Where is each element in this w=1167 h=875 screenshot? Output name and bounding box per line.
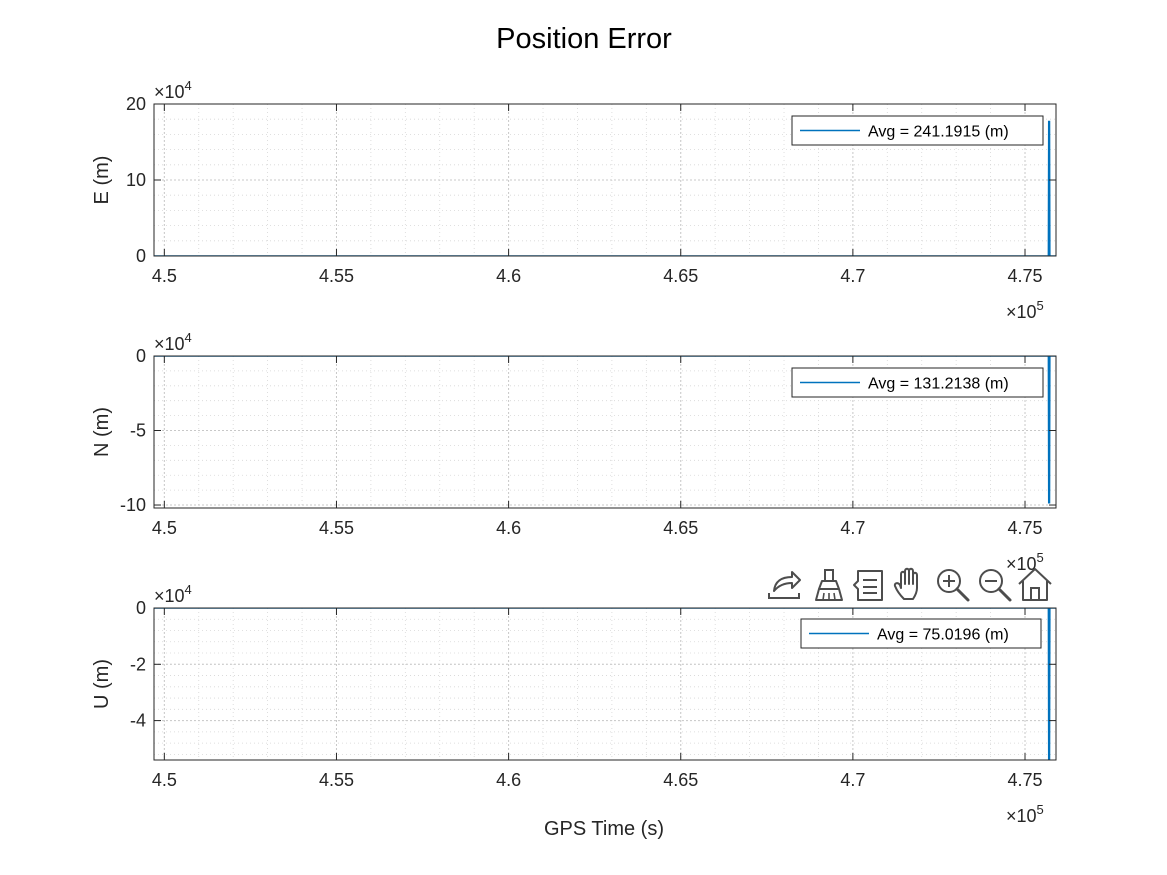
x-tick-label: 4.5 — [152, 266, 177, 286]
home-icon[interactable] — [1017, 566, 1055, 604]
x-tick-label: 4.75 — [1007, 770, 1042, 790]
y-tick-label: -4 — [130, 711, 146, 731]
legend-label: Avg = 241.1915 (m) — [868, 124, 1009, 141]
y-exponent-power: 4 — [185, 582, 192, 597]
x-tick-label: 4.7 — [840, 770, 865, 790]
x-tick-label: 4.5 — [152, 770, 177, 790]
x-tick-label: 4.65 — [663, 266, 698, 286]
legend[interactable]: Avg = 241.1915 (m) — [791, 115, 1044, 146]
pan-icon[interactable] — [892, 566, 930, 604]
x-exponent-power: 5 — [1037, 298, 1044, 313]
y-axis-label: N (m) — [91, 407, 113, 457]
data-line-series-1[interactable] — [154, 120, 1056, 256]
axes-toolbar — [766, 566, 1055, 604]
x-tick-label: 4.6 — [496, 770, 521, 790]
axes-box — [153, 355, 1057, 509]
legend[interactable]: Avg = 75.0196 (m) — [800, 618, 1042, 649]
x-tick-label: 4.7 — [840, 266, 865, 286]
x-tick-label: 4.75 — [1007, 518, 1042, 538]
subplot-1: 4.5 4.55 4.6 4.65 4.7 4.75 0 10 20 E (m) ×104 ×105 A… — [91, 78, 1057, 322]
legend-label: Avg = 131.2138 (m) — [868, 376, 1009, 393]
x-tick-label: 4.7 — [840, 518, 865, 538]
y-tick-label: 0 — [136, 246, 146, 266]
y-axis-label: U (m) — [91, 659, 113, 709]
y-tick-label: 20 — [126, 94, 146, 114]
data-tips-icon[interactable] — [852, 567, 888, 603]
x-tick-label: 4.75 — [1007, 266, 1042, 286]
y-exponent-label: ×104 — [154, 582, 192, 606]
y-exponent-power: 4 — [185, 78, 192, 93]
y-axis-label: E (m) — [91, 156, 113, 205]
legend[interactable]: Avg = 131.2138 (m) — [791, 367, 1044, 398]
x-exponent-power: 5 — [1037, 550, 1044, 565]
export-icon[interactable] — [766, 567, 802, 603]
x-tick-label: 4.65 — [663, 770, 698, 790]
y-exponent-power: 4 — [185, 330, 192, 345]
zoom-in-icon[interactable] — [934, 566, 972, 604]
x-exponent-label: ×105 — [1006, 802, 1044, 826]
y-exponent-label: ×104 — [154, 330, 192, 354]
x-tick-label: 4.6 — [496, 518, 521, 538]
subplot-2: 4.5 4.55 4.6 4.65 4.7 4.75-10-50N (m)×104×105… — [91, 330, 1057, 574]
x-tick-label: 4.55 — [319, 518, 354, 538]
x-tick-label: 4.55 — [319, 770, 354, 790]
x-exponent-power: 5 — [1037, 802, 1044, 817]
y-exponent-label: ×104 — [154, 78, 192, 102]
y-tick-label: -2 — [130, 654, 146, 674]
x-axis-label: GPS Time (s) — [544, 818, 664, 840]
y-tick-label: 10 — [126, 170, 146, 190]
brush-icon[interactable] — [810, 567, 846, 603]
y-tick-label: -10 — [120, 495, 146, 515]
axes-box — [153, 607, 1057, 761]
y-tick-label: 0 — [136, 346, 146, 366]
subplot-3: 4.5 4.55 4.6 4.65 4.7 4.75 -4 -2 0 U (m) ×104 ×105 A… — [91, 582, 1057, 826]
x-tick-label: 4.6 — [496, 266, 521, 286]
y-tick-label: 0 — [136, 598, 146, 618]
zoom-out-icon[interactable] — [976, 566, 1014, 604]
legend-label: Avg = 75.0196 (m) — [877, 627, 1009, 644]
figure-title: Position Error — [496, 23, 672, 55]
x-exponent-label: ×105 — [1006, 298, 1044, 322]
x-tick-label: 4.5 — [152, 518, 177, 538]
x-tick-label: 4.65 — [663, 518, 698, 538]
x-tick-label: 4.55 — [319, 266, 354, 286]
y-tick-label: -5 — [130, 421, 146, 441]
